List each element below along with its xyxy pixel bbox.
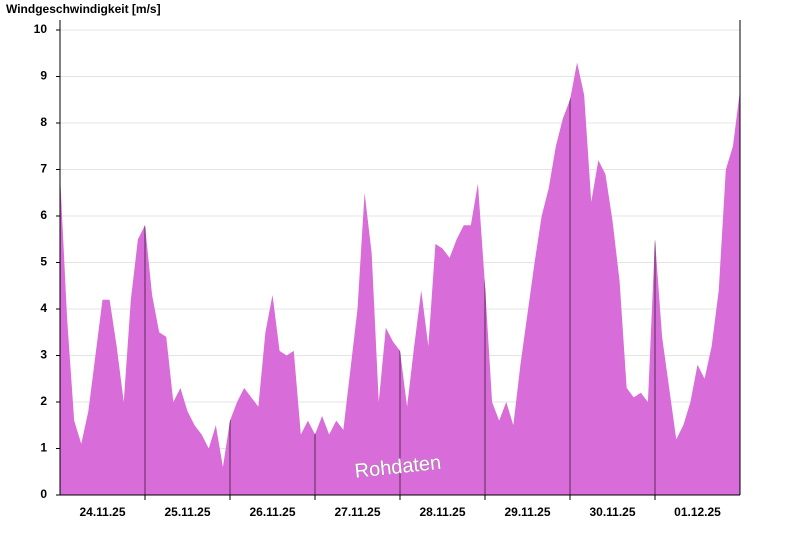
y-tick-label: 1 (40, 441, 47, 455)
x-tick-label: 01.12.25 (674, 505, 721, 519)
y-tick-label: 9 (40, 69, 47, 83)
y-tick-label: 10 (34, 22, 48, 36)
y-tick-label: 4 (40, 301, 47, 315)
x-tick-label: 24.11.25 (79, 505, 125, 519)
x-tick-label: 27.11.25 (334, 505, 380, 519)
x-tick-label: 26.11.25 (249, 505, 295, 519)
x-tick-label: 30.11.25 (589, 505, 635, 519)
chart-title: Windgeschwindigkeit [m/s] (6, 2, 161, 16)
x-tick-label: 28.11.25 (419, 505, 465, 519)
y-tick-label: 8 (40, 115, 47, 129)
y-tick-label: 7 (40, 162, 47, 176)
y-tick-label: 2 (40, 394, 47, 408)
y-tick-label: 3 (40, 348, 47, 362)
y-tick-label: 6 (40, 208, 47, 222)
x-tick-label: 29.11.25 (504, 505, 550, 519)
y-tick-label: 5 (40, 255, 47, 269)
x-tick-label: 25.11.25 (164, 505, 210, 519)
y-tick-label: 0 (40, 487, 47, 501)
